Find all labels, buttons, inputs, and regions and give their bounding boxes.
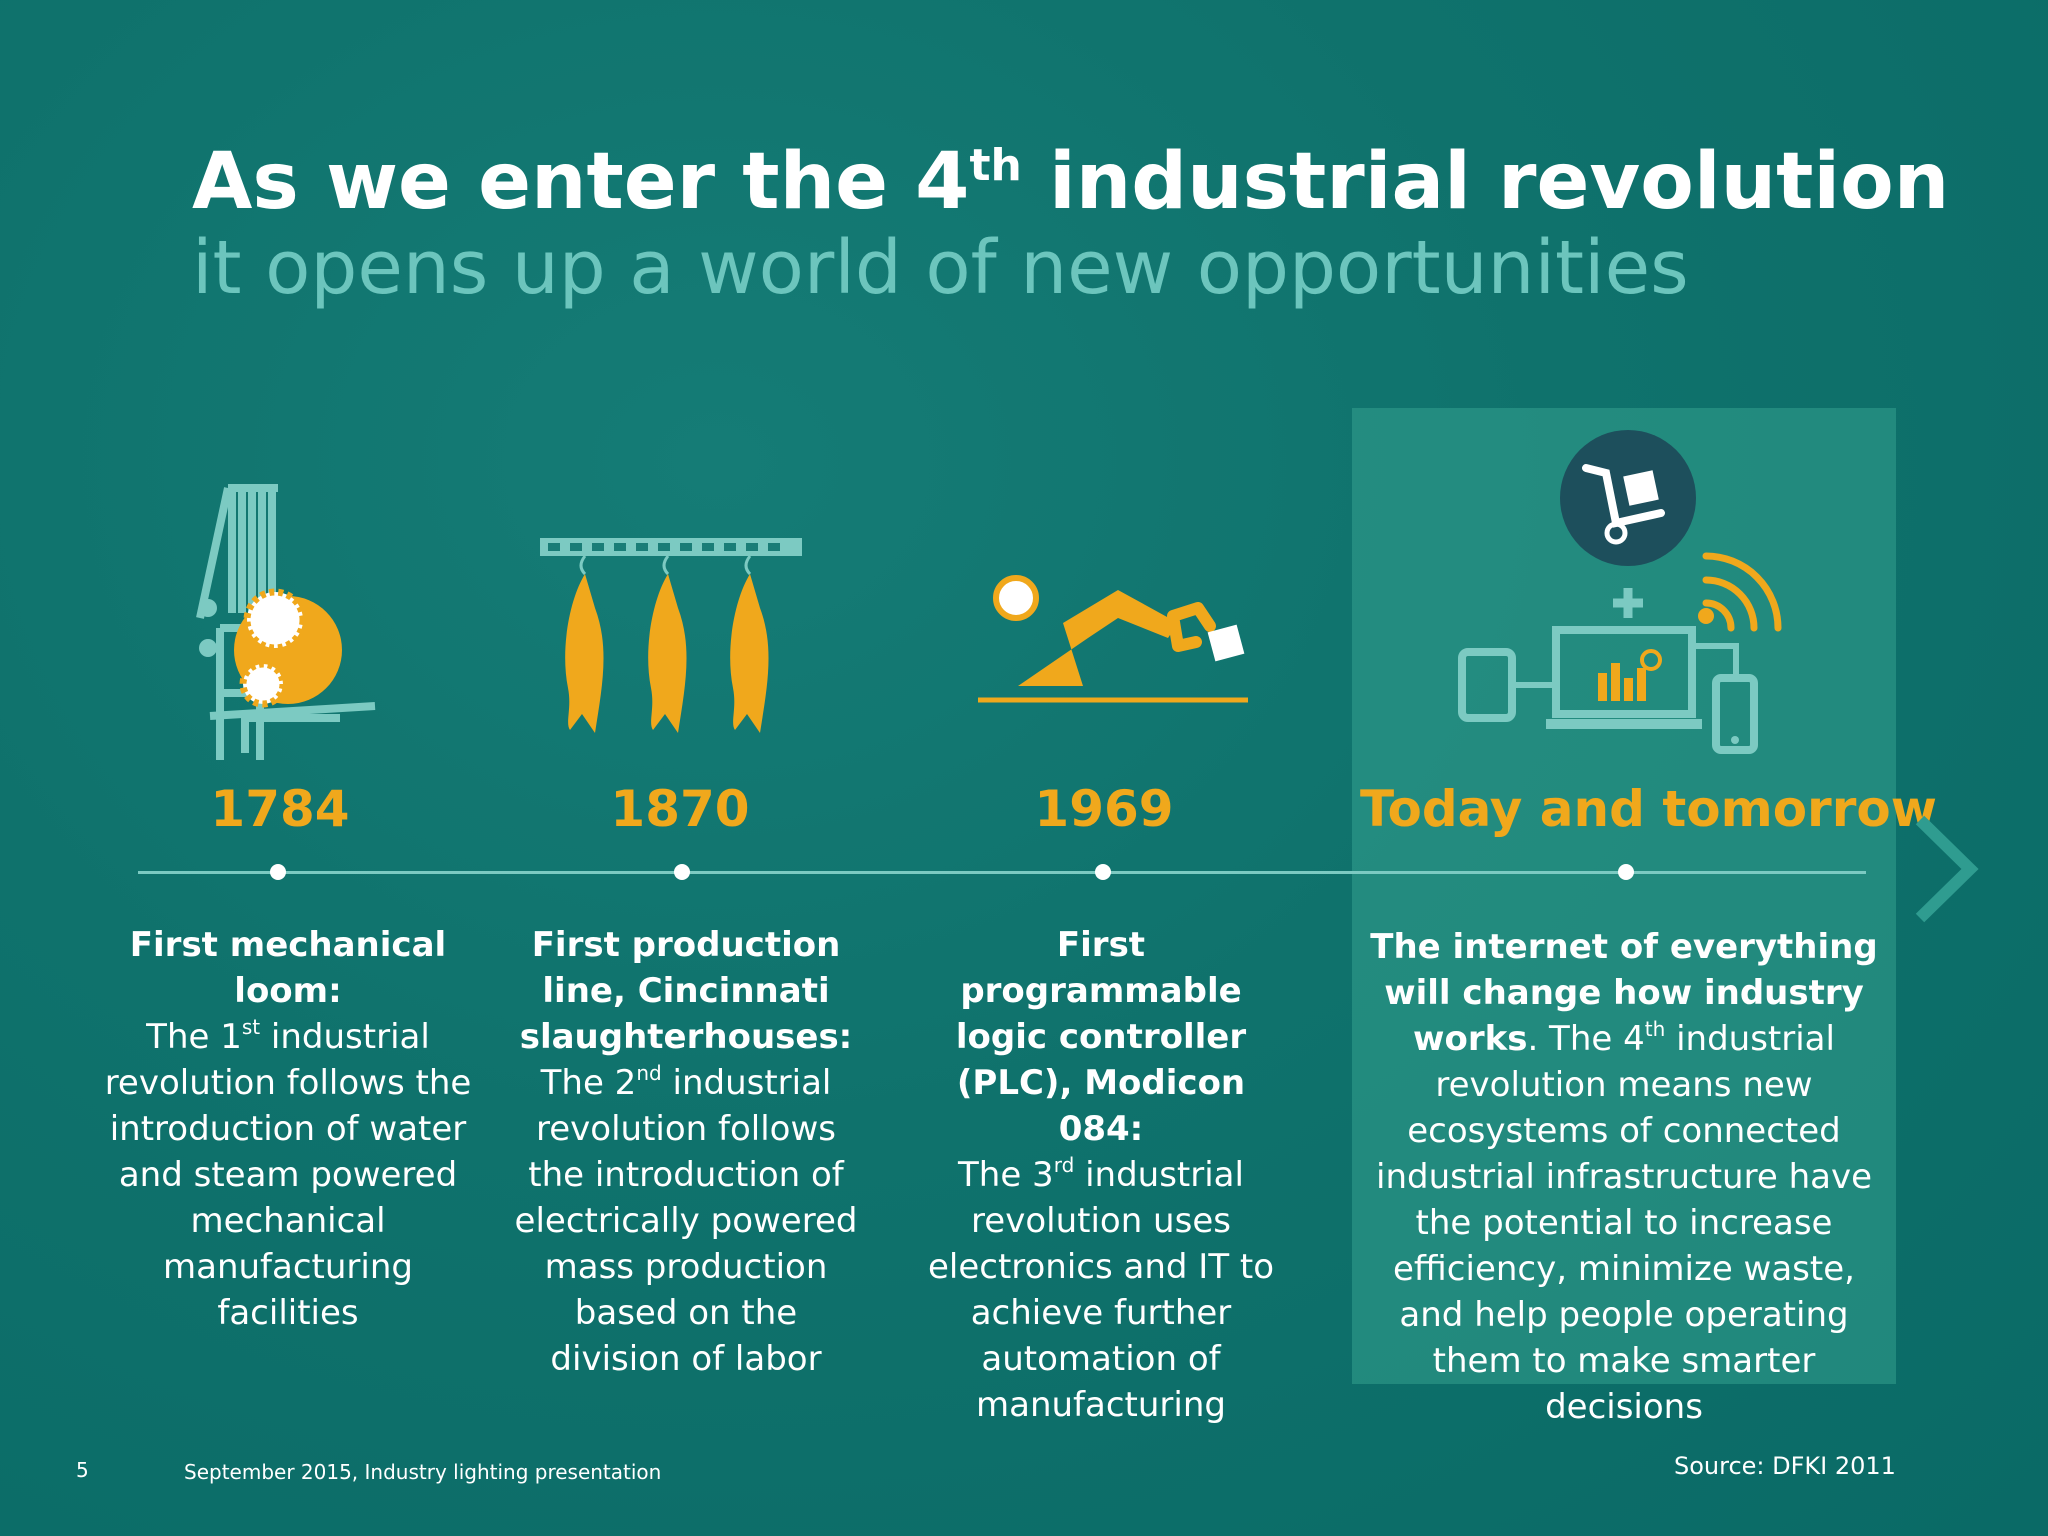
description-heading: The internet of everything will change h…: [1370, 927, 1878, 1059]
description-1870: First production line, Cincinnati slaugh…: [506, 922, 866, 1382]
footer-label: September 2015, Industry lighting presen…: [184, 1460, 662, 1484]
description-text: The 3: [958, 1155, 1054, 1195]
source-note: Source: DFKI 2011: [1674, 1452, 1896, 1480]
timeline-dot-1969: [1095, 864, 1111, 880]
description-text-end: industrial revolution follows the introd…: [514, 1063, 858, 1379]
description-superscript: rd: [1053, 1153, 1075, 1177]
year-1784: 1784: [210, 780, 350, 838]
description-text-end: industrial revolution follows the introd…: [104, 1017, 472, 1333]
description-text-end: industrial revolution uses electronics a…: [927, 1155, 1275, 1425]
page-number: 5: [76, 1458, 89, 1482]
description-text: The 2: [540, 1063, 637, 1103]
loom-icon: [196, 484, 376, 760]
description-heading: First production line, Cincinnati slaugh…: [519, 925, 853, 1057]
highlight-panel: [1352, 408, 1896, 1384]
title-text: As we enter the 4: [192, 137, 970, 227]
title-text-end: industrial revolution: [1021, 137, 1950, 227]
description-superscript: th: [1644, 1017, 1666, 1041]
year-1969: 1969: [1034, 780, 1174, 838]
robot-arm-icon: [978, 575, 1248, 703]
description-1784: First mechanical loom: The 1st industria…: [98, 922, 478, 1336]
description-today: The internet of everything will change h…: [1362, 924, 1886, 1430]
title-superscript: th: [969, 140, 1022, 191]
timeline-axis: [138, 871, 1866, 874]
connected-devices-icon: [1458, 430, 1782, 754]
description-text: . The 4: [1527, 1019, 1645, 1059]
slide-subtitle: it opens up a world of new opportunities: [192, 225, 1689, 311]
description-text: The 1: [146, 1017, 242, 1057]
timeline-dot-today: [1618, 864, 1634, 880]
production-line-icon: [540, 538, 802, 733]
year-today: Today and tomorrow: [1360, 780, 1937, 838]
year-1870: 1870: [610, 780, 750, 838]
slide-title: As we enter the 4th industrial revolutio…: [192, 137, 1950, 227]
description-superscript: nd: [636, 1061, 662, 1085]
description-heading: First programmable logic controller (PLC…: [955, 925, 1247, 1149]
timeline-dot-1784: [270, 864, 286, 880]
description-superscript: st: [241, 1015, 261, 1039]
description-text-end: industrial revolution means new ecosyste…: [1376, 1019, 1872, 1427]
next-arrow-icon[interactable]: [1912, 814, 1979, 924]
description-1969: First programmable logic controller (PLC…: [924, 922, 1278, 1428]
description-heading: First mechanical loom:: [129, 925, 447, 1011]
timeline-dot-1870: [674, 864, 690, 880]
